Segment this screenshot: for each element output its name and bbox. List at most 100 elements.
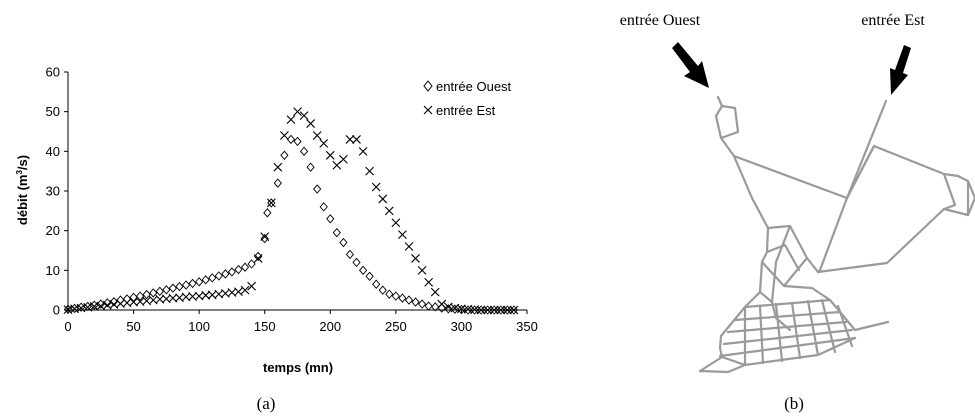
data-point-west xyxy=(431,302,440,312)
data-point-west xyxy=(234,264,243,275)
data-point-west xyxy=(214,271,223,281)
data-point-west xyxy=(247,259,256,269)
data-point-west xyxy=(358,265,368,276)
data-point-east xyxy=(325,150,335,160)
data-point-east xyxy=(286,115,296,124)
data-point-west xyxy=(496,305,505,315)
debit-chart: 0 50 100 150 200 250 300 350 0 10 20 30 40 50 60 débit… xyxy=(15,65,538,414)
x-tick-label: 250 xyxy=(385,319,407,334)
y-axis-label: débit (m3/s) xyxy=(15,155,30,225)
data-point-west xyxy=(378,285,387,295)
y-tick-label: 0 xyxy=(53,303,60,318)
data-point-west xyxy=(391,291,400,301)
data-point-west xyxy=(221,269,230,279)
arrow-west-icon xyxy=(672,42,709,88)
data-point-west xyxy=(332,227,341,238)
data-point-west xyxy=(286,134,296,145)
data-point-west xyxy=(417,299,427,309)
data-point-east xyxy=(411,254,420,263)
roads xyxy=(698,95,975,374)
x-tick-label: 0 xyxy=(64,319,71,334)
data-point-east xyxy=(293,107,302,117)
data-point-west xyxy=(319,202,328,212)
x-axis-label: temps (mn) xyxy=(263,360,333,375)
chart-series xyxy=(63,107,519,315)
x-tick-label: 300 xyxy=(451,319,473,334)
data-point-west xyxy=(267,198,276,208)
x-tick-label: 350 xyxy=(516,319,538,334)
data-point-east xyxy=(378,194,388,204)
chart-ticks: 0 50 100 150 200 250 300 350 0 10 20 30 40 50 60 xyxy=(46,65,538,335)
data-point-east xyxy=(279,131,289,140)
data-point-east xyxy=(201,290,211,300)
data-point-east xyxy=(312,131,322,140)
data-point-east xyxy=(253,254,263,263)
data-point-east xyxy=(470,305,479,314)
data-point-east xyxy=(89,302,99,311)
data-point-west xyxy=(404,295,414,305)
x-tick-label: 100 xyxy=(188,319,210,334)
data-point-west xyxy=(503,305,512,315)
data-point-east xyxy=(306,119,316,128)
data-point-west xyxy=(326,214,335,224)
data-point-west xyxy=(155,286,164,297)
data-point-west xyxy=(142,289,151,300)
data-point-west xyxy=(306,162,315,172)
data-point-east xyxy=(365,166,375,176)
data-point-east xyxy=(391,218,401,228)
data-point-east xyxy=(358,146,368,156)
data-point-east xyxy=(437,299,447,309)
data-point-west xyxy=(411,297,420,307)
data-point-east xyxy=(489,305,499,315)
data-point-west xyxy=(103,298,112,308)
data-point-west xyxy=(195,277,204,287)
data-point-west xyxy=(444,304,453,314)
data-point-west xyxy=(208,273,217,283)
y-tick-label: 20 xyxy=(46,223,60,238)
data-point-west xyxy=(299,146,309,157)
data-point-east xyxy=(502,305,512,315)
legend-cross-marker xyxy=(423,105,433,115)
data-point-east xyxy=(417,265,427,275)
data-point-west xyxy=(313,184,322,194)
data-point-east xyxy=(247,281,256,291)
data-point-east xyxy=(457,304,466,314)
data-point-west xyxy=(372,279,381,289)
data-point-west xyxy=(352,257,361,268)
data-point-west xyxy=(280,150,289,160)
data-point-east xyxy=(345,135,355,144)
road-network-map: entrée Ouest entrée Est xyxy=(620,12,975,413)
data-point-east xyxy=(463,304,473,314)
data-point-east xyxy=(240,285,250,295)
data-point-west xyxy=(273,178,282,188)
data-point-west xyxy=(136,291,145,301)
data-point-west xyxy=(201,275,210,285)
data-point-east xyxy=(424,277,434,287)
data-point-west xyxy=(293,136,302,147)
data-point-east xyxy=(273,162,283,172)
data-point-west xyxy=(398,293,407,303)
data-point-east xyxy=(476,305,486,315)
data-point-east xyxy=(129,297,138,307)
data-point-west xyxy=(188,278,197,289)
data-point-west xyxy=(345,249,355,260)
caption-a: (a) xyxy=(257,394,276,413)
entry-east-label: entrée Est xyxy=(861,12,925,29)
data-point-east xyxy=(398,230,407,240)
data-point-west xyxy=(122,294,132,304)
data-point-west xyxy=(181,280,191,290)
legend: entrée Ouest entrée Est xyxy=(423,79,512,118)
data-point-east xyxy=(181,292,191,302)
data-point-west xyxy=(483,305,492,315)
x-tick-label: 150 xyxy=(254,319,276,334)
data-point-west xyxy=(109,296,118,307)
arrow-east-icon xyxy=(890,45,911,95)
legend-label-west: entrée Ouest xyxy=(436,79,512,94)
data-point-west xyxy=(162,285,171,295)
data-point-west xyxy=(240,262,250,272)
data-point-west xyxy=(339,237,348,248)
data-point-west xyxy=(260,233,269,244)
x-tick-label: 50 xyxy=(126,319,140,334)
data-point-east xyxy=(384,206,394,216)
data-point-east xyxy=(404,242,414,251)
